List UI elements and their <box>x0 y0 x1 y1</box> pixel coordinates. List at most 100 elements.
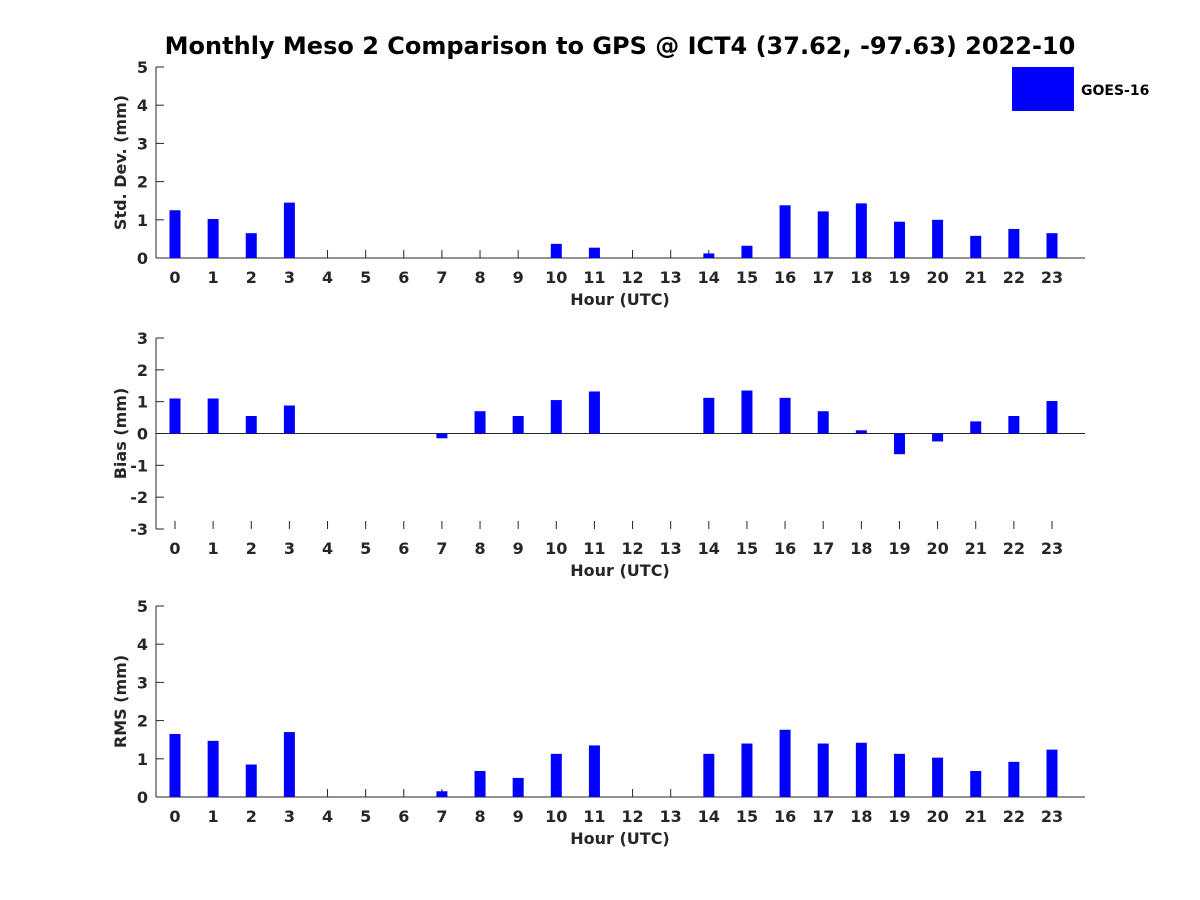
rms-x-tick-label: 15 <box>736 807 758 826</box>
bias-y-axis-label: Bias (mm) <box>111 388 130 480</box>
bias-x-tick-label: 11 <box>583 539 605 558</box>
std-dev-x-tick-label: 8 <box>474 268 485 287</box>
bias-y-tick-label: 0 <box>137 425 148 444</box>
std-dev-y-tick-label: 0 <box>137 249 148 268</box>
std-dev-y-axis-label: Std. Dev. (mm) <box>111 95 130 230</box>
bias-y-tick-label: -2 <box>130 488 148 507</box>
std-dev-bar-hour-3 <box>283 202 295 258</box>
std-dev-y-tick-label: 5 <box>137 58 148 77</box>
rms-x-tick-label: 7 <box>436 807 447 826</box>
std-dev-x-tick-label: 11 <box>583 268 605 287</box>
std-dev-x-tick-label: 21 <box>965 268 987 287</box>
legend-swatch <box>1012 67 1074 111</box>
chart-title: Monthly Meso 2 Comparison to GPS @ ICT4 … <box>165 32 1076 60</box>
rms-x-tick-label: 1 <box>208 807 219 826</box>
rms-bar-hour-3 <box>283 732 295 797</box>
bias-x-tick-label: 21 <box>965 539 987 558</box>
rms-bar-hour-11 <box>588 745 600 797</box>
bias-x-tick-label: 20 <box>926 539 948 558</box>
std-dev-bar-hour-20 <box>932 219 944 258</box>
rms-x-tick-label: 18 <box>850 807 872 826</box>
std-dev-x-tick-label: 14 <box>698 268 720 287</box>
std-dev-x-tick-label: 2 <box>246 268 257 287</box>
std-dev-bar-hour-1 <box>207 219 219 258</box>
std-dev-bar-hour-2 <box>245 233 257 258</box>
std-dev-bar-hour-19 <box>893 221 905 258</box>
bias-x-tick-label: 17 <box>812 539 834 558</box>
bias-x-tick-label: 8 <box>474 539 485 558</box>
rms-bar-hour-9 <box>512 777 524 797</box>
bias-bar-hour-10 <box>550 400 562 434</box>
bias-x-tick-label: 23 <box>1041 539 1063 558</box>
bias-bar-hour-19 <box>893 433 905 455</box>
std-dev-bar-hour-23 <box>1046 233 1058 258</box>
bias-x-tick-label: 19 <box>888 539 910 558</box>
std-dev-x-tick-label: 6 <box>398 268 409 287</box>
std-dev-x-tick-label: 12 <box>621 268 643 287</box>
bias-bar-hour-8 <box>474 411 486 434</box>
rms-x-tick-label: 5 <box>360 807 371 826</box>
rms-bar-hour-8 <box>474 771 486 797</box>
bias-x-tick-label: 16 <box>774 539 796 558</box>
std-dev-x-tick-label: 7 <box>436 268 447 287</box>
std-dev-x-tick-label: 15 <box>736 268 758 287</box>
std-dev-bar-hour-17 <box>817 211 829 258</box>
bias-x-tick-label: 6 <box>398 539 409 558</box>
rms-bar-hour-20 <box>932 757 944 797</box>
bias-x-tick-label: 12 <box>621 539 643 558</box>
rms-x-tick-label: 19 <box>888 807 910 826</box>
bias-bar-hour-22 <box>1008 415 1020 434</box>
bias-bar-hour-3 <box>283 405 295 434</box>
std-dev-x-tick-label: 5 <box>360 268 371 287</box>
rms-bar-hour-0 <box>169 733 181 797</box>
std-dev-bar-hour-0 <box>169 210 181 258</box>
rms-x-tick-label: 14 <box>698 807 720 826</box>
std-dev-x-tick-label: 19 <box>888 268 910 287</box>
rms-bar-hour-7 <box>436 791 448 797</box>
bias-bar-hour-23 <box>1046 401 1058 434</box>
std-dev-x-tick-label: 22 <box>1003 268 1025 287</box>
rms-x-tick-label: 6 <box>398 807 409 826</box>
bias-x-tick-label: 3 <box>284 539 295 558</box>
bias-bar-hour-17 <box>817 411 829 434</box>
rms-x-tick-label: 21 <box>965 807 987 826</box>
std-dev-bar-hour-10 <box>550 243 562 258</box>
bias-bar-hour-0 <box>169 398 181 434</box>
bias-x-tick-label: 2 <box>246 539 257 558</box>
bias-x-tick-label: 0 <box>169 539 180 558</box>
rms-bar-hour-1 <box>207 740 219 797</box>
bias-bar-hour-9 <box>512 415 524 434</box>
std-dev-x-tick-label: 1 <box>208 268 219 287</box>
bias-y-tick-label: -3 <box>130 520 148 539</box>
std-dev-bar-hour-21 <box>970 235 982 258</box>
rms-x-tick-label: 13 <box>660 807 682 826</box>
std-dev-bar-hour-22 <box>1008 228 1020 258</box>
bias-x-tick-label: 15 <box>736 539 758 558</box>
std-dev-x-tick-label: 18 <box>850 268 872 287</box>
rms-bar-hour-10 <box>550 753 562 797</box>
rms-x-tick-label: 9 <box>513 807 524 826</box>
std-dev-bar-hour-14 <box>703 253 715 258</box>
rms-x-tick-label: 4 <box>322 807 333 826</box>
rms-x-tick-label: 20 <box>926 807 948 826</box>
bias-bar-hour-14 <box>703 397 715 434</box>
rms-bar-hour-14 <box>703 753 715 797</box>
std-dev-x-tick-label: 17 <box>812 268 834 287</box>
bias-x-tick-label: 14 <box>698 539 720 558</box>
bias-bar-hour-11 <box>588 391 600 434</box>
rms-y-tick-label: 2 <box>137 712 148 731</box>
bias-bar-hour-1 <box>207 398 219 434</box>
std-dev-y-tick-label: 2 <box>137 173 148 192</box>
rms-bar-hour-18 <box>855 742 867 797</box>
rms-y-tick-label: 3 <box>137 673 148 692</box>
bias-x-tick-label: 1 <box>208 539 219 558</box>
bias-x-axis-label: Hour (UTC) <box>570 561 670 580</box>
bias-x-tick-label: 10 <box>545 539 567 558</box>
rms-bar-hour-19 <box>893 753 905 797</box>
rms-x-tick-label: 16 <box>774 807 796 826</box>
bias-bar-hour-15 <box>741 390 753 434</box>
rms-y-tick-label: 1 <box>137 750 148 769</box>
rms-bar-hour-22 <box>1008 761 1020 797</box>
